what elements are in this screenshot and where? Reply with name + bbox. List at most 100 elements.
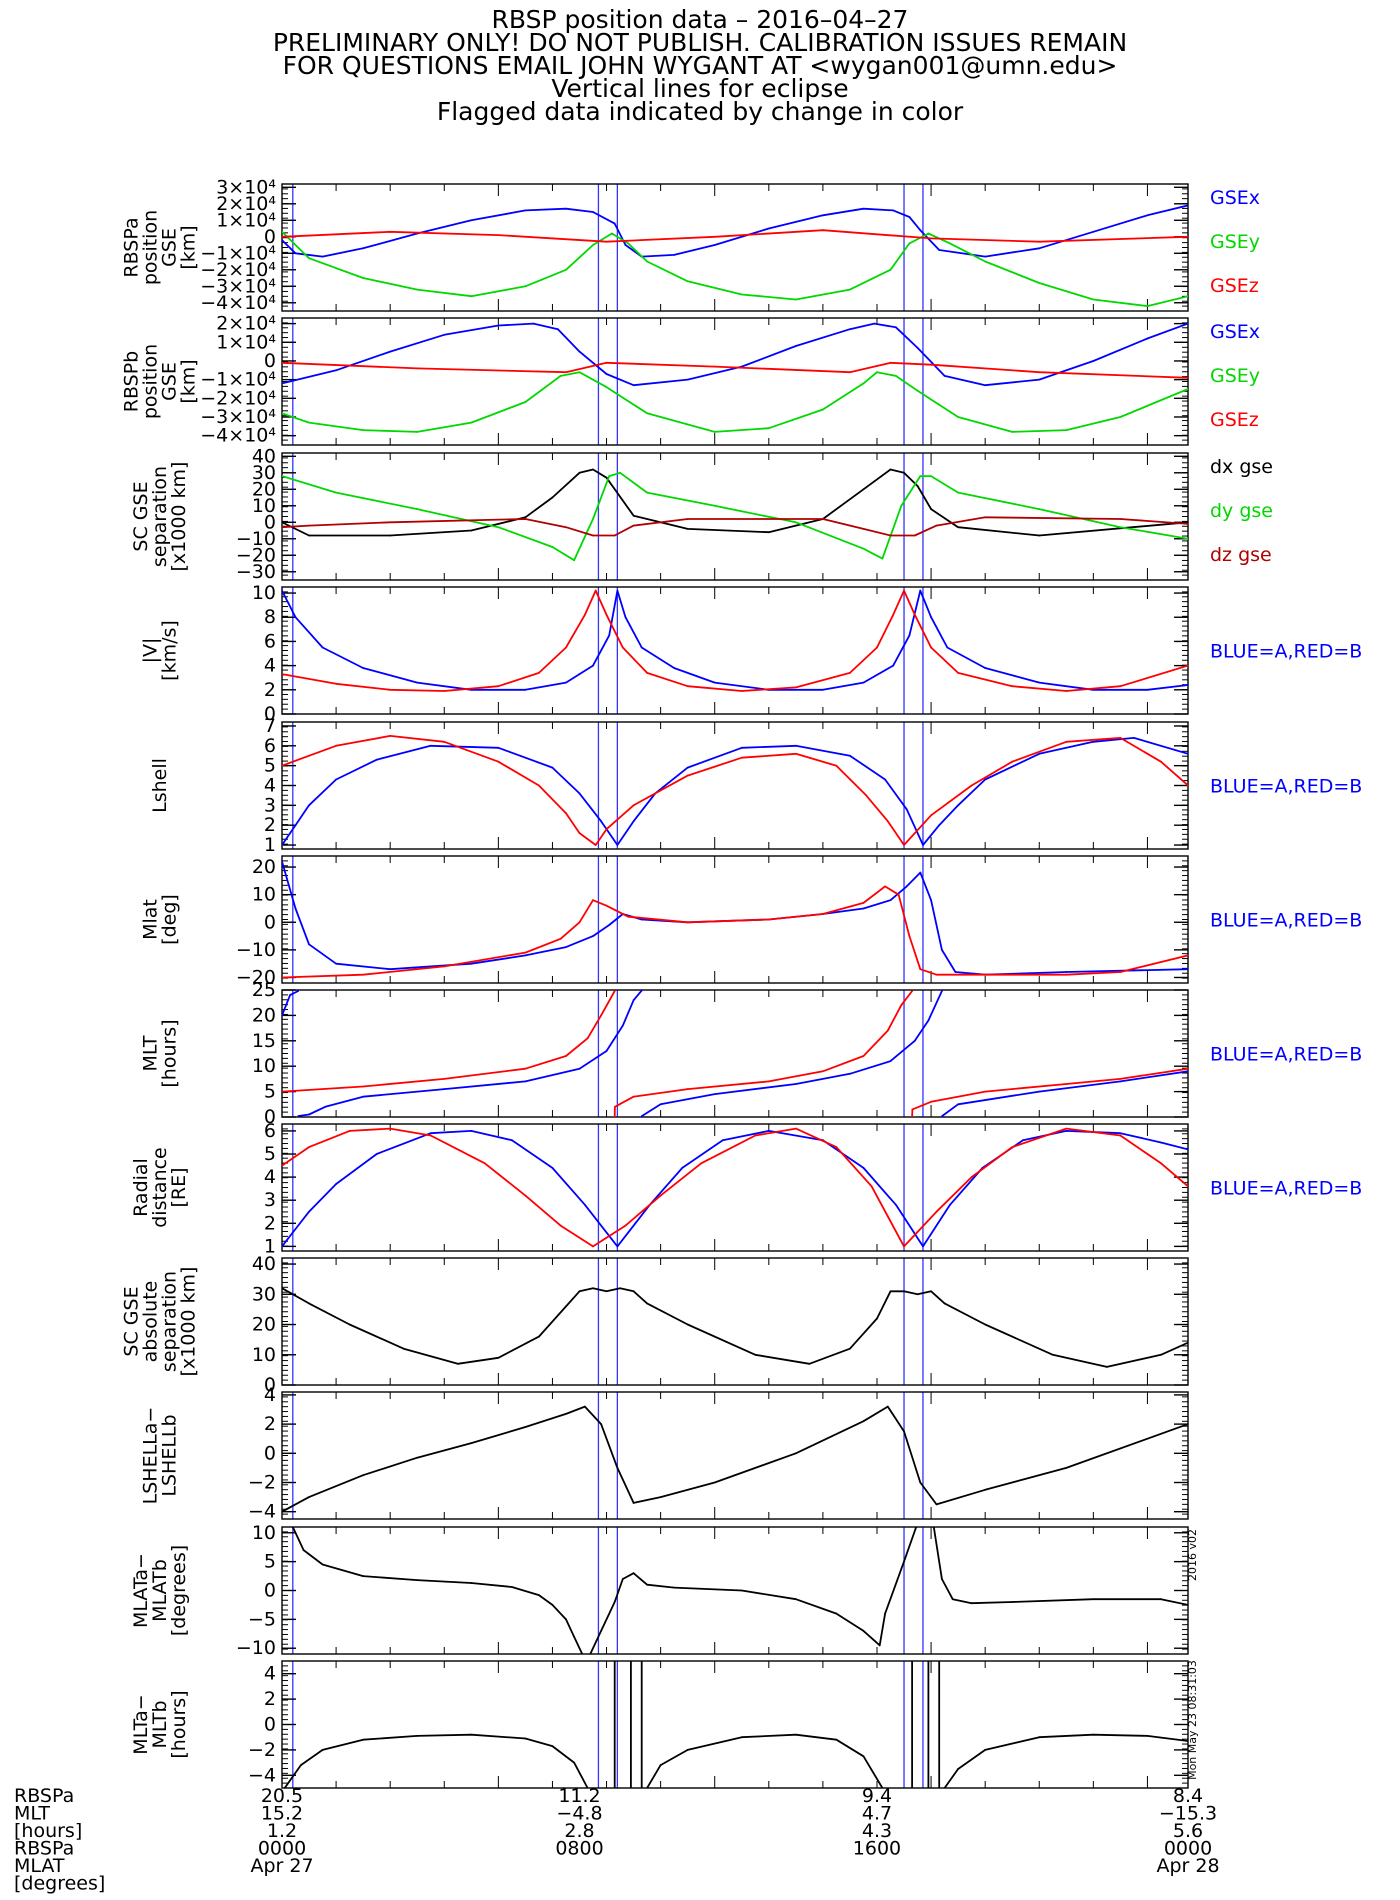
panel-frame <box>281 1123 1189 1252</box>
legend-label: GSEy <box>1210 365 1260 387</box>
data-point <box>497 526 500 529</box>
data-point <box>1022 1139 1024 1142</box>
data-point <box>362 1085 365 1088</box>
data-point <box>1092 1598 1095 1601</box>
data-point <box>754 1134 757 1137</box>
data-point <box>416 1735 419 1737</box>
data-point <box>416 1456 419 1459</box>
data-point <box>940 990 943 992</box>
data-point <box>740 746 743 749</box>
data-point <box>1011 685 1014 688</box>
y-tick-label: 2×10⁴ <box>216 193 276 215</box>
data-point <box>578 471 581 474</box>
data-point <box>470 1130 473 1132</box>
y-tick-label: 6 <box>264 1120 276 1142</box>
data-point <box>984 1488 987 1491</box>
y-axis-label: RBSPa <box>121 217 143 277</box>
data-point <box>629 1661 632 1662</box>
data-point <box>632 514 635 517</box>
data-point <box>1187 1423 1188 1426</box>
data-point <box>565 1055 567 1057</box>
data-point <box>621 1578 624 1580</box>
y-tick-label: 10 <box>252 495 276 517</box>
series-line <box>282 737 1188 846</box>
series-line <box>932 1527 1188 1606</box>
series-line <box>282 468 1188 537</box>
data-point <box>954 971 957 973</box>
data-point <box>1119 526 1122 529</box>
y-tick-label: 10 <box>252 884 276 906</box>
data-point <box>862 207 865 210</box>
data-point <box>862 1166 865 1169</box>
data-point <box>624 616 627 619</box>
data-point <box>627 242 630 245</box>
data-point <box>282 412 283 415</box>
data-point <box>589 1653 592 1654</box>
series-line <box>943 1733 1188 1788</box>
data-point <box>903 589 905 592</box>
data-point <box>282 860 283 863</box>
series-line <box>613 990 913 1117</box>
data-point <box>1038 240 1041 243</box>
y-tick-label: 0 <box>264 1442 276 1464</box>
data-point <box>862 902 865 904</box>
data-point <box>632 820 635 823</box>
series-line <box>589 1572 881 1654</box>
data-point <box>821 1070 824 1073</box>
series-line <box>282 1130 1188 1248</box>
y-tick-label: 6 <box>264 630 276 652</box>
data-point <box>889 268 892 271</box>
data-point <box>416 431 419 433</box>
data-point <box>1011 431 1014 433</box>
y-axis-label: LSHELLb <box>159 1414 181 1496</box>
data-point <box>941 1115 944 1117</box>
legend-label: BLUE=A,RED=B <box>1210 776 1362 798</box>
data-point <box>308 1302 310 1305</box>
series-line <box>282 361 1188 379</box>
data-point <box>915 1527 918 1528</box>
data-point <box>794 1452 797 1455</box>
data-point <box>416 681 419 684</box>
y-tick-label: 3×10⁴ <box>216 176 276 198</box>
data-point <box>282 589 283 592</box>
data-point <box>348 1130 351 1132</box>
data-point <box>565 1618 567 1621</box>
data-point <box>686 1323 689 1326</box>
y-axis-label: [RE] <box>168 1167 190 1207</box>
data-point <box>308 534 310 537</box>
series-line <box>941 1070 1188 1117</box>
y-tick-label: 10 <box>252 1344 276 1366</box>
y-tick-label: 30 <box>252 462 276 484</box>
data-point <box>578 1067 581 1070</box>
data-point <box>862 681 865 684</box>
data-point <box>862 382 865 385</box>
data-point <box>632 999 635 1002</box>
data-point <box>927 1787 930 1788</box>
data-point <box>686 527 689 530</box>
y-tick-label: 2 <box>264 679 276 701</box>
data-point <box>862 1420 865 1423</box>
data-point <box>984 1749 987 1751</box>
data-point <box>291 1231 294 1234</box>
data-point <box>614 1105 616 1108</box>
data-point <box>767 1080 770 1083</box>
y-tick-label: 4 <box>264 1166 276 1188</box>
legend-label: dx gse <box>1210 456 1273 478</box>
data-point <box>1119 518 1122 520</box>
data-point <box>362 1095 365 1098</box>
data-point <box>483 1162 486 1165</box>
data-point <box>930 1290 932 1293</box>
data-point <box>895 1203 897 1206</box>
data-point <box>321 1749 324 1751</box>
footer-row-label: [degrees] <box>14 1873 105 1895</box>
data-point <box>470 421 473 424</box>
data-point <box>681 1166 684 1169</box>
data-point <box>605 1290 608 1293</box>
data-point <box>930 646 932 649</box>
series-line <box>282 204 1188 258</box>
panel-12: 4 2 0 −2 −4 MLTa−MLTb[hours] <box>130 1660 1189 1789</box>
data-point <box>524 1067 527 1070</box>
data-point <box>1119 416 1122 418</box>
data-point <box>308 1210 310 1213</box>
